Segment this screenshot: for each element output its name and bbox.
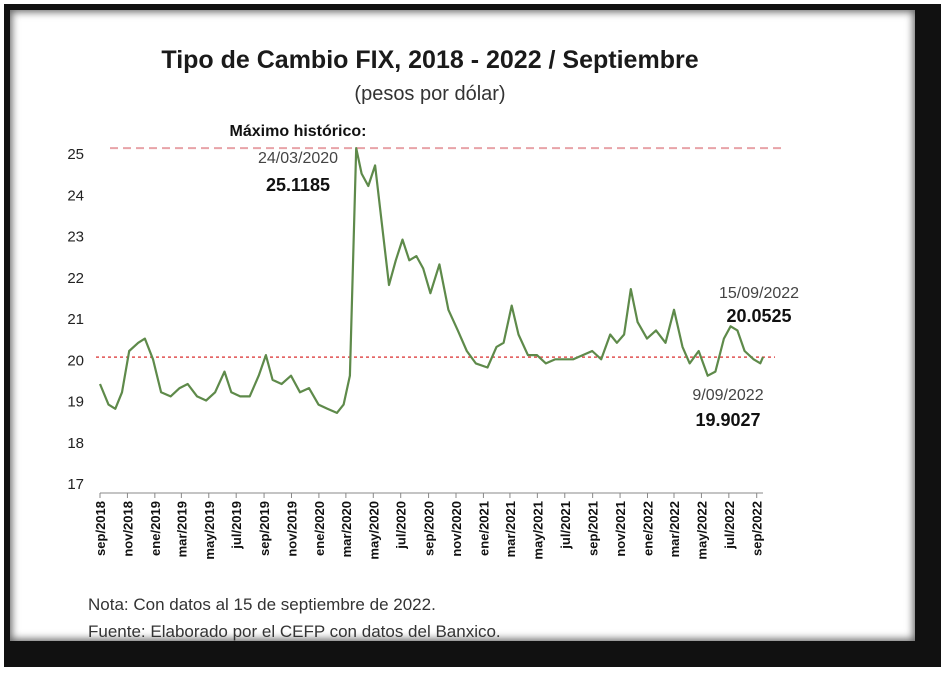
annotation-latest: 15/09/2022 20.0525 xyxy=(719,285,799,326)
x-tick-label: mar/2020 xyxy=(339,501,354,557)
chart-panel xyxy=(10,10,915,641)
x-tick-label: jul/2019 xyxy=(229,501,244,550)
annotation-latest-date: 15/09/2022 xyxy=(719,285,799,302)
x-tick-label: jul/2021 xyxy=(558,501,573,550)
y-tick-label: 22 xyxy=(67,270,84,287)
source-text: Fuente: Elaborado por el CEFP con datos … xyxy=(88,622,501,641)
y-tick-label: 21 xyxy=(67,311,84,328)
x-tick-label: sep/2018 xyxy=(93,501,108,556)
x-tick-label: ene/2019 xyxy=(148,501,163,556)
reference-lines xyxy=(96,147,785,358)
annotation-prev-value: 19.9027 xyxy=(695,410,760,430)
x-tick-label: may/2022 xyxy=(694,501,709,560)
y-tick-label: 23 xyxy=(67,229,84,246)
x-tick-label: sep/2021 xyxy=(586,501,601,556)
y-axis: 17 18 19 20 21 22 23 24 25 xyxy=(67,146,84,493)
x-tick-label: may/2019 xyxy=(202,501,217,560)
y-tick-label: 20 xyxy=(67,352,84,369)
x-tick-label: nov/2019 xyxy=(284,501,299,557)
annotation-max-value: 25.1185 xyxy=(266,175,330,195)
x-tick-label: nov/2020 xyxy=(449,501,464,557)
x-tick-label: ene/2022 xyxy=(640,501,655,556)
x-tick-label: may/2021 xyxy=(530,501,545,560)
x-tick-label: ene/2020 xyxy=(312,501,327,556)
x-tick-label: jul/2022 xyxy=(722,501,737,550)
x-tick-label: sep/2019 xyxy=(257,501,272,556)
x-tick-label: mar/2021 xyxy=(503,501,518,557)
x-tick-label: nov/2018 xyxy=(120,501,135,557)
note-text: Nota: Con datos al 15 de septiembre de 2… xyxy=(88,595,436,614)
annotation-max-date: 24/03/2020 xyxy=(258,150,338,167)
plot-area xyxy=(98,147,765,414)
annotation-max-heading: Máximo histórico: xyxy=(230,123,367,140)
y-tick-label: 24 xyxy=(67,187,84,204)
x-tick-label: mar/2022 xyxy=(667,501,682,557)
series-line xyxy=(98,147,765,414)
x-tick-label: ene/2021 xyxy=(476,501,491,556)
x-tick-label: mar/2019 xyxy=(174,501,189,557)
chart-subtitle: (pesos por dólar) xyxy=(354,83,505,105)
annotation-prev-date: 9/09/2022 xyxy=(692,387,763,404)
y-tick-label: 17 xyxy=(67,476,84,493)
annotation-max: Máximo histórico: 24/03/2020 25.1185 xyxy=(230,123,367,195)
annotation-prev: 9/09/2022 19.9027 xyxy=(692,387,763,430)
chart-title: Tipo de Cambio FIX, 2018 - 2022 / Septie… xyxy=(161,46,698,74)
x-tick-label: jul/2020 xyxy=(394,501,409,550)
y-tick-label: 18 xyxy=(67,435,84,452)
x-axis: sep/2018 nov/2018 ene/2019 mar/2019 may/2019… xyxy=(93,492,765,560)
x-tick-label: sep/2022 xyxy=(750,501,765,556)
y-tick-label: 19 xyxy=(67,394,84,411)
annotation-latest-value: 20.0525 xyxy=(726,306,791,326)
x-tick-label: sep/2020 xyxy=(422,501,437,556)
y-tick-label: 25 xyxy=(67,146,84,163)
x-tick-label: nov/2021 xyxy=(613,501,628,557)
x-tick-label: may/2020 xyxy=(366,501,381,560)
